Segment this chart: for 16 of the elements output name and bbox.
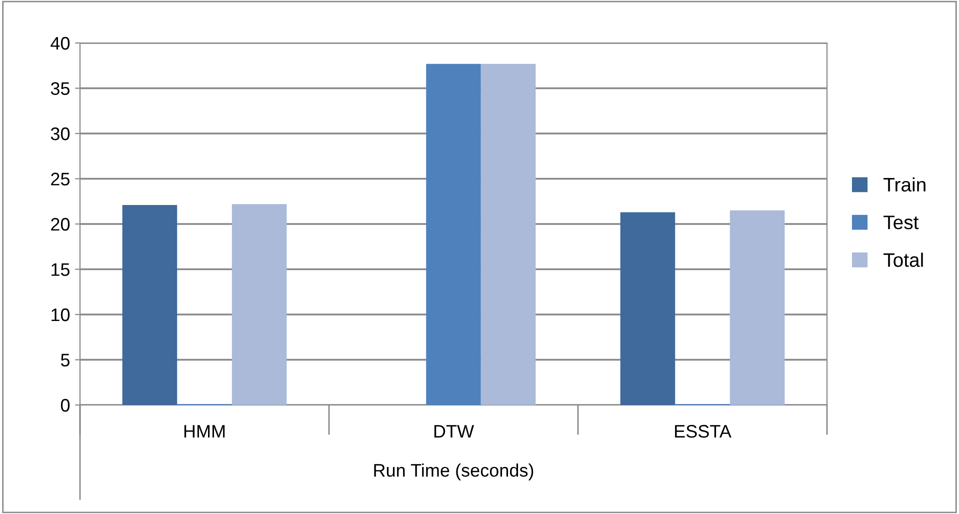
x-axis-title: Run Time (seconds) [374,464,534,480]
x-tick-label: HMM [184,425,225,438]
y-tick-label: 15 [52,263,70,276]
y-tick-label: 35 [50,82,70,95]
y-tick-label: 0 [60,398,70,412]
legend-label: Test [884,216,919,230]
y-tick-label: 10 [52,308,70,322]
legend-label: Total [884,252,923,267]
y-tick-label: 25 [51,172,70,186]
x-tick-label: DTW [434,425,474,438]
y-tick-label: 30 [50,127,70,140]
y-tick-label: 40 [50,36,70,50]
x-tick-label: ESSTA [675,424,732,438]
y-tick-label: 5 [60,354,70,366]
y-tick-label: 20 [51,218,70,231]
legend-label: Train [884,177,926,192]
